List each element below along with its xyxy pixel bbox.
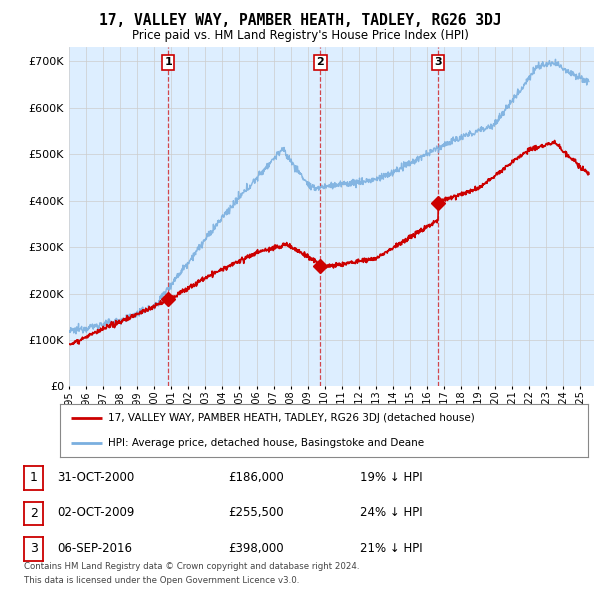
Text: HPI: Average price, detached house, Basingstoke and Deane: HPI: Average price, detached house, Basi… (107, 438, 424, 448)
Text: 24% ↓ HPI: 24% ↓ HPI (360, 506, 422, 519)
Text: 21% ↓ HPI: 21% ↓ HPI (360, 542, 422, 555)
Text: £255,500: £255,500 (228, 506, 284, 519)
Text: 02-OCT-2009: 02-OCT-2009 (57, 506, 134, 519)
Text: This data is licensed under the Open Government Licence v3.0.: This data is licensed under the Open Gov… (24, 576, 299, 585)
Text: 1: 1 (29, 471, 38, 484)
Text: 17, VALLEY WAY, PAMBER HEATH, TADLEY, RG26 3DJ: 17, VALLEY WAY, PAMBER HEATH, TADLEY, RG… (99, 13, 501, 28)
Text: 2: 2 (317, 57, 324, 67)
Text: 06-SEP-2016: 06-SEP-2016 (57, 542, 132, 555)
Text: Contains HM Land Registry data © Crown copyright and database right 2024.: Contains HM Land Registry data © Crown c… (24, 562, 359, 571)
Text: £398,000: £398,000 (228, 542, 284, 555)
Text: 31-OCT-2000: 31-OCT-2000 (57, 471, 134, 484)
Text: 17, VALLEY WAY, PAMBER HEATH, TADLEY, RG26 3DJ (detached house): 17, VALLEY WAY, PAMBER HEATH, TADLEY, RG… (107, 414, 474, 424)
Text: 3: 3 (434, 57, 442, 67)
Text: 2: 2 (29, 507, 38, 520)
Text: 3: 3 (29, 542, 38, 555)
Text: Price paid vs. HM Land Registry's House Price Index (HPI): Price paid vs. HM Land Registry's House … (131, 30, 469, 42)
Text: 1: 1 (164, 57, 172, 67)
Text: £186,000: £186,000 (228, 471, 284, 484)
Text: 19% ↓ HPI: 19% ↓ HPI (360, 471, 422, 484)
